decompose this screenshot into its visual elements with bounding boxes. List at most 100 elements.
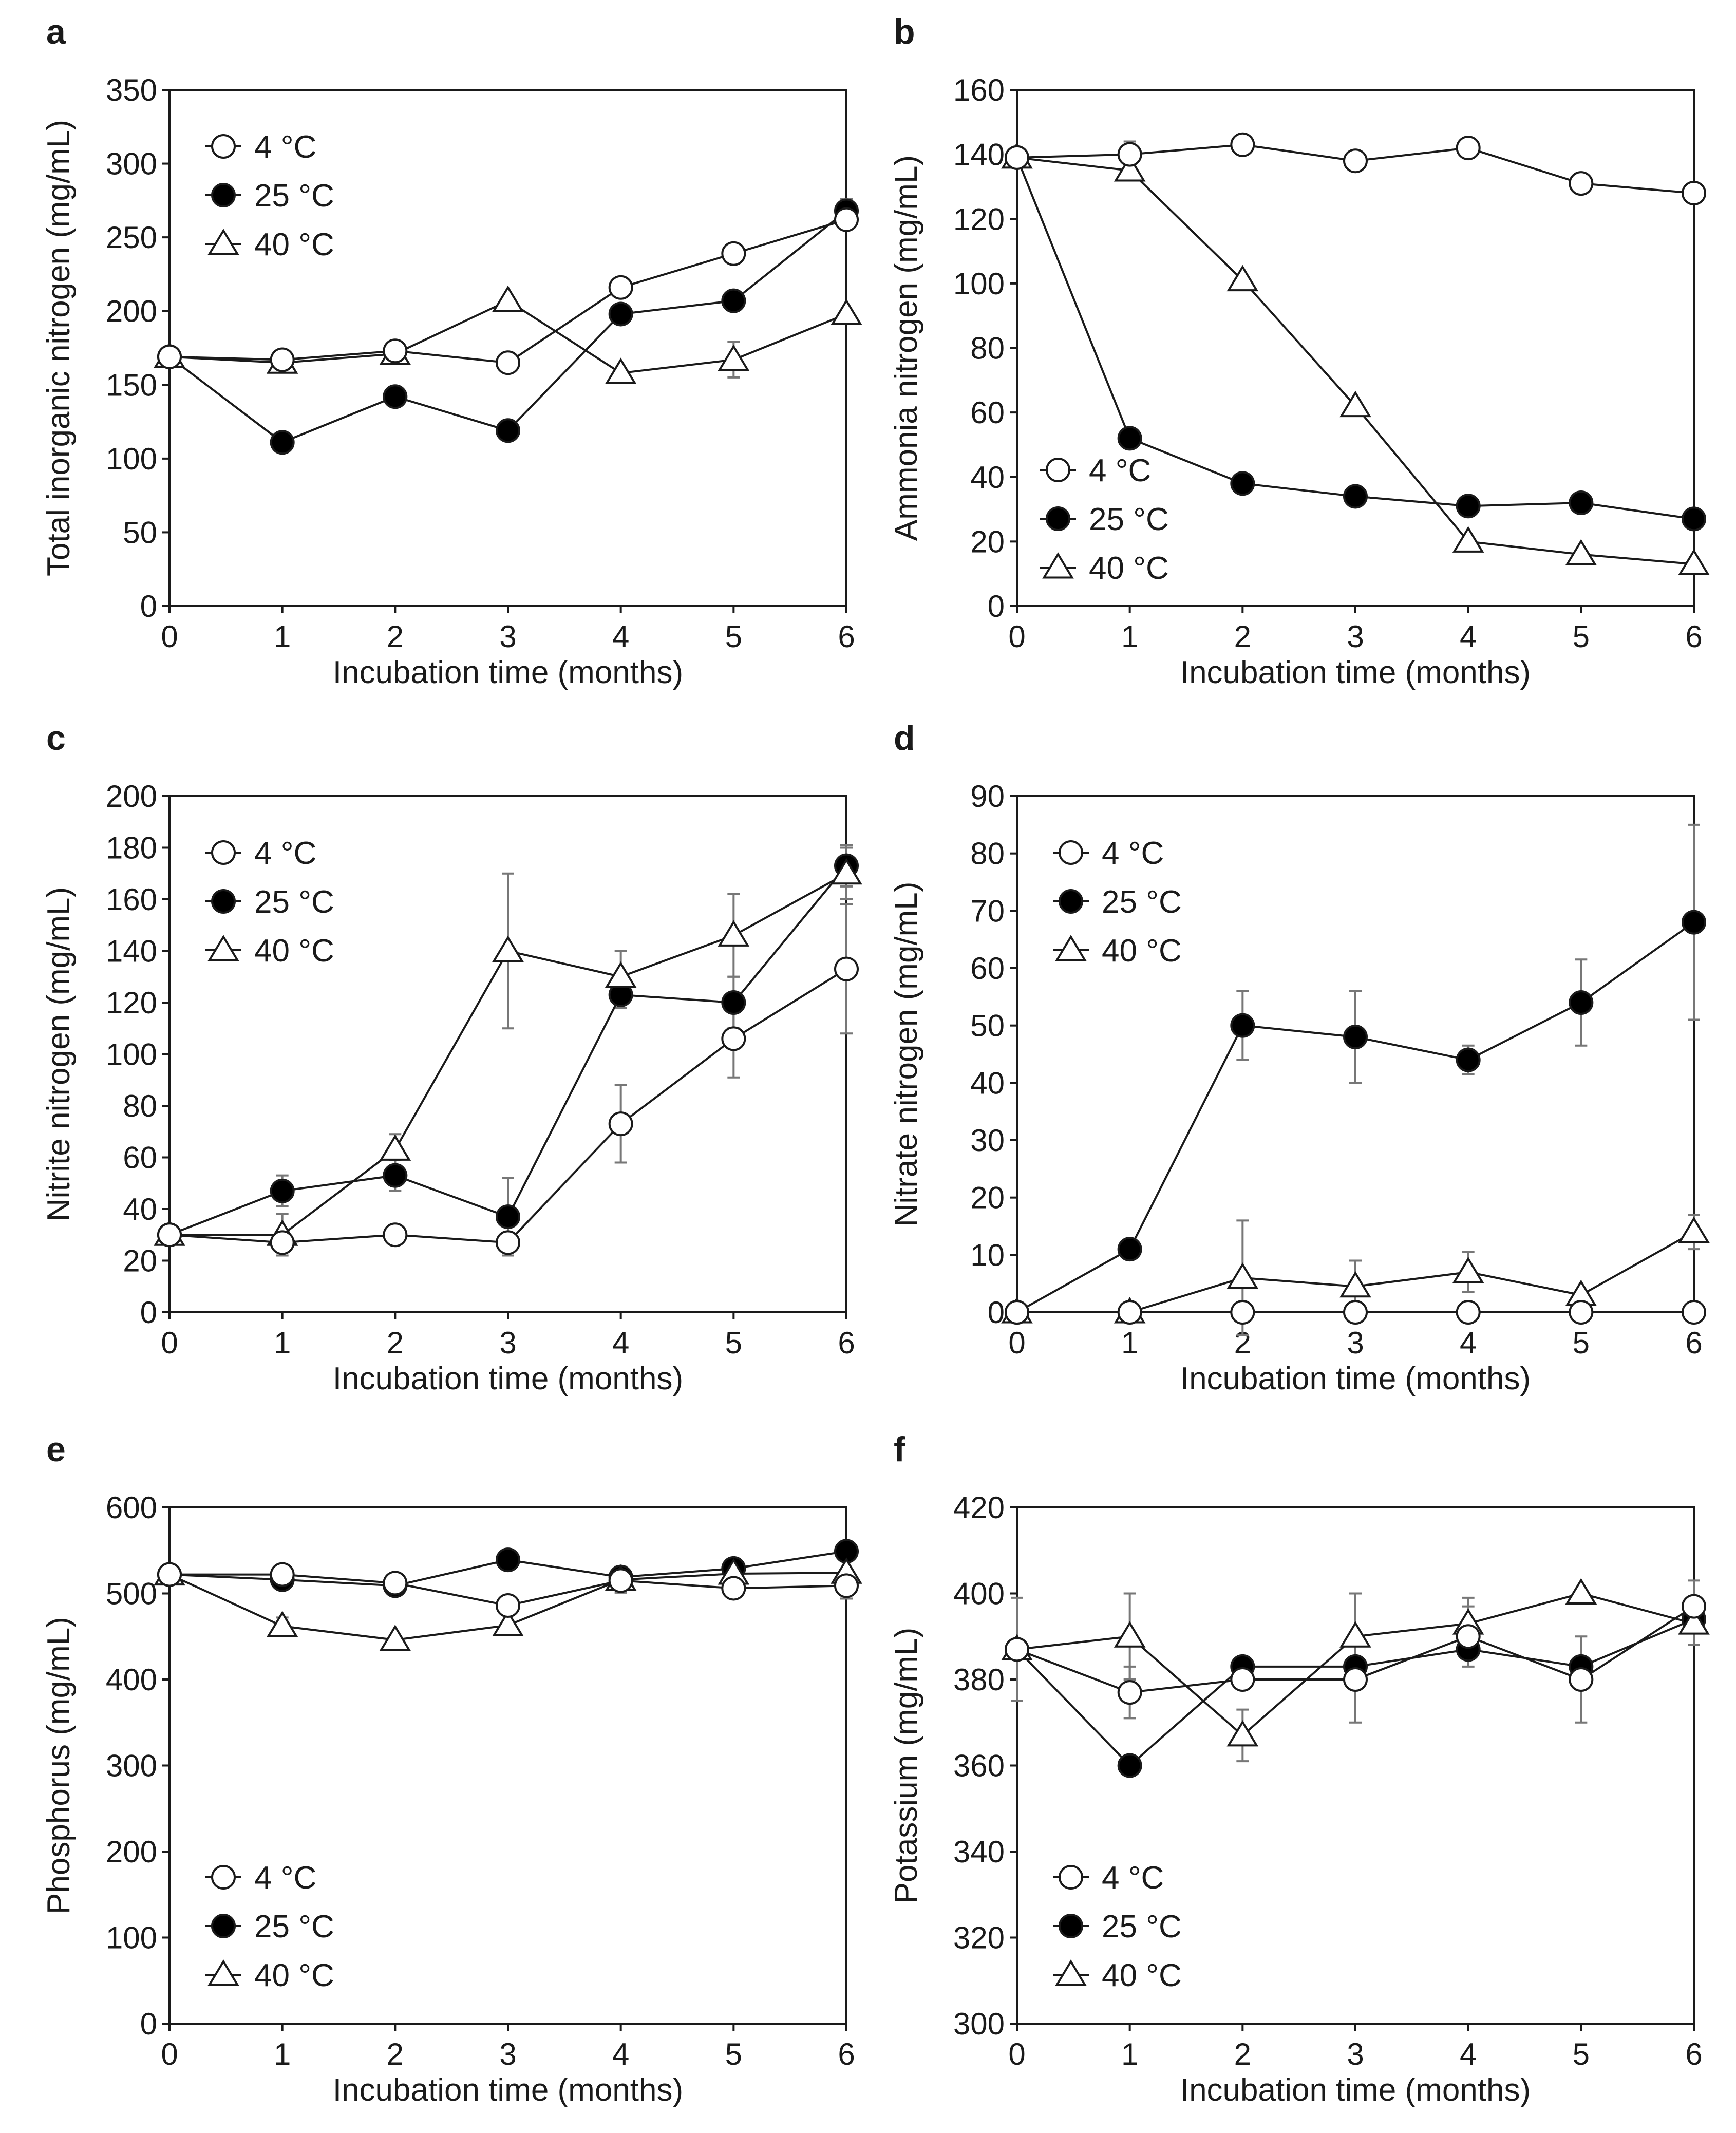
y-tick-label: 380 [953,1663,1005,1697]
x-tick-label: 3 [499,2037,516,2071]
data-point-open-circle [1230,132,1255,157]
y-tick-label: 200 [106,294,157,329]
y-tick-label: 400 [953,1577,1005,1611]
legend: 4 °C 25 °C 40 °C [1040,453,1169,586]
x-tick-label: 1 [274,619,291,654]
x-tick-label: 6 [1685,1326,1702,1360]
y-axis-title: Nitrite nitrogen (mg/mL) [41,887,77,1221]
legend-marker-filled-circle [1059,1914,1083,1938]
data-point-open-circle [1682,1300,1706,1325]
y-tick-label: 600 [106,1490,157,1525]
legend-marker-filled-circle [211,889,236,914]
legend-label: 25 °C [254,884,334,920]
y-tick-label: 100 [953,267,1005,301]
x-tick-label: 3 [1347,1326,1364,1360]
data-point-open-triangle [605,357,637,384]
y-axis-title: Ammonia nitrogen (mg/mL) [889,155,924,541]
data-point-open-circle [1569,1300,1594,1325]
x-tick-label: 4 [612,2037,629,2071]
legend-marker-filled-circle [1046,506,1070,531]
x-tick-label: 4 [1460,1326,1477,1360]
y-tick-label: 250 [106,220,157,255]
y-tick-label: 300 [953,2007,1005,2041]
y-tick-label: 140 [106,934,157,969]
data-point-open-circle [1117,142,1142,167]
data-point-filled-circle [1682,910,1706,935]
x-tick-label: 1 [1121,619,1138,654]
x-tick-label: 1 [1121,2037,1138,2071]
y-axis-title: Phosphorus (mg/mL) [41,1617,77,1914]
y-tick-label: 70 [970,894,1005,928]
data-point-open-triangle [1452,1256,1484,1283]
x-tick-label: 0 [161,619,178,654]
legend-label: 40 °C [1102,933,1182,969]
legend-marker-open-triangle [207,229,239,255]
data-point-open-circle [270,347,295,372]
data-point-open-triangle [605,961,637,988]
data-point-open-triangle [1678,1608,1710,1635]
x-axis-title: Incubation time (months) [1180,2072,1531,2108]
y-tick-label: 80 [970,331,1005,366]
legend-marker-open-triangle [207,935,239,961]
x-axis-title: Incubation time (months) [333,1361,683,1396]
x-tick-label: 6 [838,619,855,654]
data-point-open-circle [1117,1680,1142,1705]
data-point-filled-circle [1117,1237,1142,1262]
legend-label: 4 °C [1102,836,1164,871]
data-point-open-triangle [1226,1262,1259,1289]
panel-b: b 0 20 40 60 80 100 120 140 160 0 1 2 3 4 5 6 Incubation … [889,12,1710,690]
y-tick-label: 80 [970,837,1005,871]
y-tick-label: 100 [106,1037,157,1072]
y-tick-label: 20 [970,1181,1005,1215]
data-point-open-circle [1682,1594,1706,1619]
y-tick-label: 0 [140,589,157,624]
x-tick-label: 6 [838,1326,855,1360]
x-tick-label: 1 [1121,1326,1138,1360]
data-point-open-triangle [1226,1720,1259,1747]
y-tick-label: 150 [106,368,157,402]
x-tick-label: 1 [274,1326,291,1360]
data-point-open-triangle [1114,155,1146,182]
y-tick-label: 320 [953,1921,1005,1955]
legend-label: 40 °C [1089,551,1169,586]
data-point-open-circle [608,1111,633,1137]
data-point-open-triangle [718,920,750,947]
x-axis-title: Incubation time (months) [333,655,683,690]
panel-f: f 300 320 340 360 380 400 420 0 1 2 3 4 5 6 Incubation … [889,1430,1710,2108]
legend-marker-open-circle [211,840,236,865]
data-point-open-circle [1005,145,1029,170]
y-tick-label: 0 [140,1295,157,1330]
data-point-filled-circle [721,990,746,1015]
data-point-open-circle [1569,171,1594,196]
data-point-open-circle [721,241,746,266]
legend-label: 40 °C [254,933,334,969]
data-point-open-circle [1456,136,1481,161]
data-point-filled-circle [1230,1013,1255,1038]
legend: 4 °C 25 °C 40 °C [205,1860,334,1993]
x-tick-label: 2 [387,2037,404,2071]
data-point-open-triangle [492,285,524,312]
legend-label: 4 °C [1089,453,1151,488]
legend: 4 °C 25 °C 40 °C [205,129,334,262]
data-point-filled-circle [383,1163,408,1188]
legend-label: 4 °C [254,129,316,165]
data-point-open-circle [270,1230,295,1255]
legend-label: 4 °C [1102,1860,1164,1896]
legend-marker-open-circle [1059,840,1083,865]
data-point-filled-circle [1682,506,1706,532]
data-point-open-circle [608,1568,633,1593]
data-point-open-circle [721,1576,746,1601]
data-point-filled-circle [496,1547,520,1573]
data-point-open-triangle [379,1625,411,1651]
panel-c: c 0 20 40 60 80 100 120 140 160 180 200 0 1 2 3 4 5 6 Incub… [41,719,862,1396]
y-tick-label: 30 [970,1123,1005,1158]
data-point-filled-circle [721,288,746,313]
data-point-filled-circle [1343,1025,1368,1049]
y-tick-label: 60 [123,1141,157,1175]
plot-frame [168,89,847,607]
data-point-open-circle [834,1573,859,1598]
x-tick-label: 4 [612,1326,629,1360]
y-axis-title: Total inorganic nitrogen (mg/mL) [41,120,77,576]
data-point-open-circle [1005,1637,1029,1662]
